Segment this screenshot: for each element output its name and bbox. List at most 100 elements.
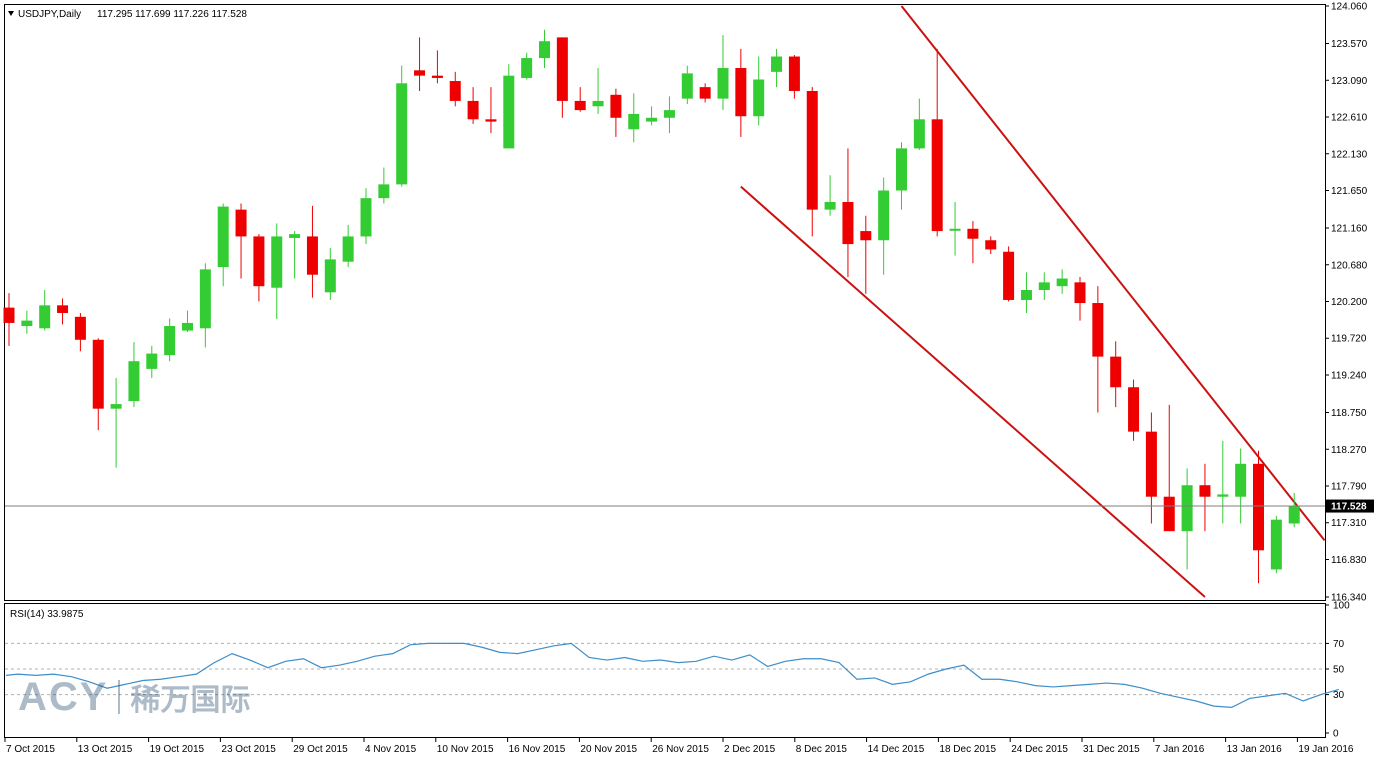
bear-candle xyxy=(735,48,747,137)
candle-body xyxy=(1092,303,1104,357)
bear-candle xyxy=(253,234,265,302)
channel-upper-line xyxy=(900,5,1326,541)
dropdown-triangle-icon[interactable] xyxy=(8,11,14,16)
bear-candle xyxy=(788,54,800,99)
candle-body xyxy=(271,236,283,288)
date-tick-label: 2 Dec 2015 xyxy=(724,744,776,755)
bull-candle xyxy=(1288,492,1300,528)
candle-body xyxy=(878,190,890,241)
date-tick-label: 26 Nov 2015 xyxy=(652,744,709,755)
price-tick-label: 116.340 xyxy=(1331,593,1367,604)
candle-body xyxy=(414,70,426,76)
bull-candle xyxy=(913,98,925,150)
candle-body xyxy=(788,56,800,91)
date-tick-label: 18 Dec 2015 xyxy=(939,744,996,755)
candle-body xyxy=(628,113,640,130)
candle-body xyxy=(1003,251,1015,300)
candle-body xyxy=(289,234,301,238)
bear-candle xyxy=(1110,341,1122,408)
candle-body xyxy=(931,119,943,232)
candle-body xyxy=(949,228,961,231)
candle-body xyxy=(1163,496,1175,532)
bear-candle xyxy=(485,87,497,134)
candle-body xyxy=(467,100,479,120)
candle-body xyxy=(324,259,336,293)
candle-body xyxy=(842,201,854,245)
bull-candle xyxy=(1270,515,1282,574)
price-tick-label: 119.240 xyxy=(1331,370,1367,381)
candle-body xyxy=(253,236,265,287)
candle-body xyxy=(146,353,158,369)
bull-candle xyxy=(717,35,729,111)
bull-candle xyxy=(199,263,211,348)
bull-candle xyxy=(771,48,783,88)
price-tick-label: 117.310 xyxy=(1331,518,1367,529)
candle-body xyxy=(342,236,354,262)
date-tick-label: 24 Dec 2015 xyxy=(1011,744,1068,755)
candle-body xyxy=(164,325,176,356)
candle-body xyxy=(128,361,140,402)
bear-candle xyxy=(1128,379,1140,441)
bull-candle xyxy=(324,247,336,300)
candle-body xyxy=(663,110,675,118)
bear-candle xyxy=(1253,450,1264,584)
bull-candle xyxy=(146,345,158,379)
bull-candle xyxy=(1217,440,1229,524)
bear-candle xyxy=(414,37,426,91)
bear-candle xyxy=(1092,286,1104,413)
bull-candle xyxy=(217,203,229,287)
candle-body xyxy=(1288,505,1300,524)
bear-candle xyxy=(74,312,86,352)
bull-candle xyxy=(396,65,408,187)
price-axis-ticks: 124.060 123.570 123.090 122.610 122.130 121.6… xyxy=(1325,2,1368,604)
candle-body xyxy=(3,307,15,323)
candle-body xyxy=(699,87,711,99)
candle-body xyxy=(1217,494,1229,497)
bear-candle xyxy=(3,293,15,346)
bull-candle xyxy=(1235,448,1247,524)
rsi-plot-frame xyxy=(4,603,1326,738)
bear-candle xyxy=(57,298,69,325)
price-plot-frame xyxy=(4,4,1326,601)
date-tick-label: 4 Nov 2015 xyxy=(365,744,417,755)
candle-body xyxy=(74,316,86,340)
bull-candle xyxy=(949,201,961,256)
date-tick-label: 14 Dec 2015 xyxy=(868,744,925,755)
price-tick-label: 118.270 xyxy=(1331,445,1367,456)
bull-candle xyxy=(896,142,907,210)
candle-body xyxy=(717,68,729,99)
candle-body xyxy=(360,198,372,237)
bear-candle xyxy=(431,50,443,84)
candle-body xyxy=(182,322,193,331)
bear-candle xyxy=(467,87,479,124)
bull-candle xyxy=(539,29,550,69)
candle-body xyxy=(199,269,211,329)
date-tick-label: 13 Oct 2015 xyxy=(78,744,133,755)
price-tick-label: 124.060 xyxy=(1331,2,1368,13)
price-tick-label: 116.830 xyxy=(1331,555,1367,566)
bull-candle xyxy=(128,342,140,408)
candle-body xyxy=(1128,387,1140,432)
bull-candle xyxy=(1020,272,1032,313)
date-tick-label: 31 Dec 2015 xyxy=(1083,744,1140,755)
candle-body xyxy=(592,100,604,107)
price-tick-label: 121.160 xyxy=(1331,224,1368,235)
candle-body xyxy=(806,90,818,210)
bear-candle xyxy=(1003,246,1015,302)
candle-body xyxy=(396,83,408,185)
current-price-label: 117.528 xyxy=(1331,502,1367,513)
candle-body xyxy=(1038,282,1050,291)
candle-body xyxy=(681,73,693,99)
bear-candle xyxy=(842,148,854,278)
rsi-label: RSI(14) 33.9875 xyxy=(10,609,84,620)
candle-body xyxy=(735,68,747,117)
date-tick-label: 7 Oct 2015 xyxy=(6,744,55,755)
bull-candle xyxy=(753,56,765,126)
price-tick-label: 122.130 xyxy=(1331,149,1368,160)
rsi-tick-label: 100 xyxy=(1333,601,1350,612)
candle-body xyxy=(1235,463,1247,497)
rsi-series-line xyxy=(5,642,1339,709)
bull-candle xyxy=(182,310,193,333)
symbol-label: USDJPY,Daily xyxy=(18,9,81,20)
